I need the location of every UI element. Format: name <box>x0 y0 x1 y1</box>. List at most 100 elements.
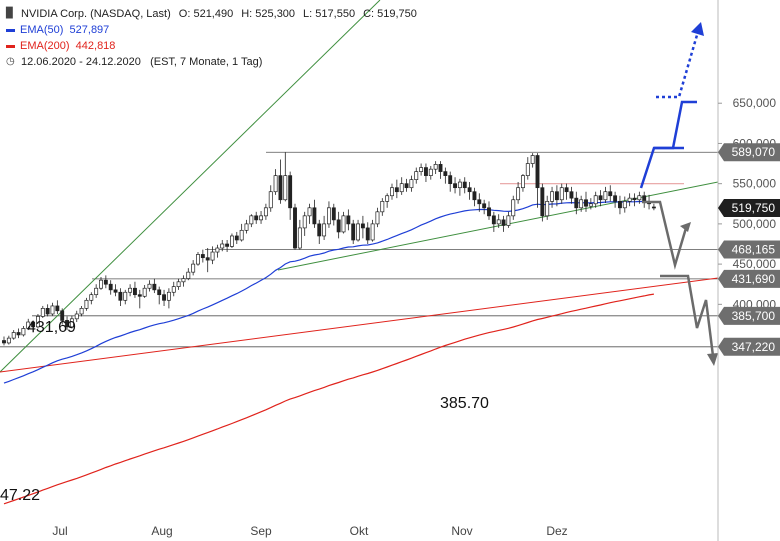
candle-body <box>380 201 385 213</box>
bearish-arrowhead-up <box>680 222 691 232</box>
instrument-title: NVIDIA Corp. (NASDAQ, Last) <box>21 8 171 20</box>
candle-body <box>317 223 322 237</box>
candle <box>65 316 69 331</box>
candle <box>74 310 79 323</box>
candle <box>390 183 394 200</box>
candle-body <box>496 219 501 225</box>
candle <box>273 169 278 195</box>
candle <box>84 297 89 311</box>
legend-title-row: ▉ NVIDIA Corp. (NASDAQ, Last) O: 521,490… <box>6 6 417 22</box>
candle-body <box>108 283 113 291</box>
candle-body <box>593 195 598 205</box>
candle <box>535 153 540 208</box>
candle <box>317 219 322 244</box>
candle <box>448 171 453 192</box>
candle <box>598 190 603 207</box>
level-annotation: 431,69 <box>27 319 76 336</box>
candle <box>191 260 196 276</box>
candle <box>254 211 259 224</box>
candle <box>147 280 152 292</box>
candle-body <box>244 223 249 231</box>
candle-body <box>268 191 273 209</box>
candle-body <box>394 187 399 193</box>
candle <box>593 191 598 208</box>
candle-body <box>433 164 438 170</box>
candle <box>506 211 511 228</box>
candle-body <box>545 201 550 217</box>
candle <box>31 320 36 333</box>
candle <box>482 199 487 215</box>
price-tag-bg <box>718 199 780 217</box>
ema50-swatch <box>6 28 15 32</box>
candle <box>118 288 123 306</box>
candle <box>404 178 409 192</box>
candle <box>627 193 632 207</box>
candle <box>40 305 45 319</box>
candle <box>608 185 613 202</box>
candle-body <box>11 332 16 339</box>
period-range: 12.06.2020 - 24.12.2020 <box>21 56 141 68</box>
candle <box>259 211 264 224</box>
candle-body <box>327 207 331 225</box>
candle-body <box>419 167 424 172</box>
candle-body <box>283 175 288 201</box>
candle <box>520 174 525 192</box>
candle-body <box>554 191 559 201</box>
candle-body <box>215 247 220 253</box>
candle-body <box>390 187 394 197</box>
candle-body <box>457 181 462 189</box>
candle <box>293 203 297 250</box>
candle-body <box>346 215 351 225</box>
candle-body <box>176 281 181 287</box>
candle-body <box>477 199 482 205</box>
ema200-value: 442,818 <box>75 40 116 52</box>
candle <box>424 163 428 183</box>
candle <box>26 318 31 331</box>
candle <box>234 231 239 244</box>
candle <box>472 187 477 207</box>
candle-body <box>453 183 458 189</box>
candle-body <box>550 191 555 202</box>
open-label: O: <box>178 8 191 20</box>
candle <box>176 278 181 290</box>
candle <box>564 183 569 200</box>
price-tag-bg <box>718 143 780 162</box>
candle <box>171 281 176 297</box>
candle <box>574 191 579 215</box>
candle-body <box>312 207 317 225</box>
candle-body <box>637 195 642 201</box>
candle-body <box>162 294 166 301</box>
candle-body <box>259 215 264 221</box>
candle <box>35 313 40 329</box>
candle <box>6 335 11 345</box>
candle-body <box>128 287 133 293</box>
candle-body <box>181 278 186 283</box>
legend-ema200-row: EMA(200) 442,818 <box>6 38 417 54</box>
close-label: C: <box>363 8 375 20</box>
candle-body <box>564 187 569 193</box>
candle <box>385 193 390 208</box>
price-tag: 385,700 <box>718 306 780 325</box>
candle-body <box>74 313 79 320</box>
candle <box>113 284 118 297</box>
candle-body <box>462 181 467 189</box>
candle-body <box>55 305 60 312</box>
price-tag-label: 468,165 <box>732 242 776 256</box>
candle-body <box>6 337 11 344</box>
candle <box>530 153 535 168</box>
x-tick-label: Okt <box>350 524 369 538</box>
upper-trend-line <box>0 0 381 373</box>
candle <box>651 203 656 211</box>
candle <box>268 185 273 212</box>
candle <box>550 186 555 208</box>
candle-body <box>506 215 511 226</box>
candle-body <box>627 197 632 202</box>
price-tag: 468,165 <box>718 240 780 259</box>
candle <box>331 203 336 226</box>
candle <box>225 239 230 253</box>
candle-body <box>69 318 74 328</box>
candle-body <box>60 310 65 321</box>
candle-body <box>26 321 31 329</box>
candle <box>205 248 210 273</box>
candle <box>137 289 142 309</box>
